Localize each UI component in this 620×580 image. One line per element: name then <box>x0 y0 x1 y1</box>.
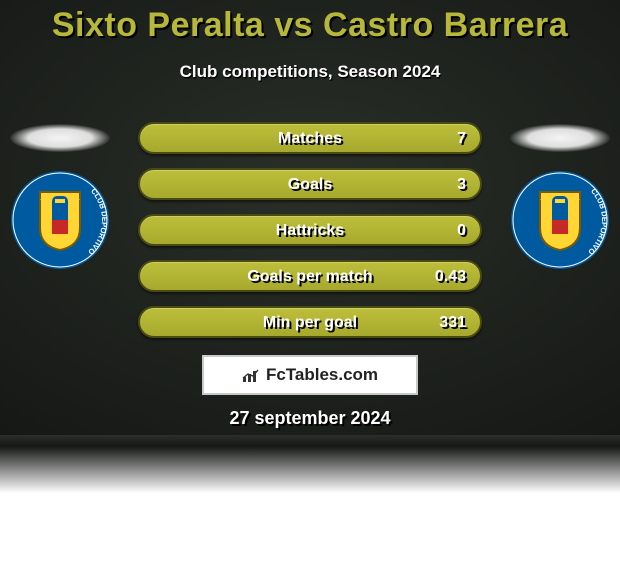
crest-left: CLUB DEPORTIVO <box>10 170 110 270</box>
stat-pill-min_per_goal: Min per goal331 <box>138 306 482 338</box>
stat-rows: Matches7Goals3Hattricks0Goals per match0… <box>138 122 482 352</box>
stat-pill-goals_per_match: Goals per match0.43 <box>138 260 482 292</box>
stat-right-value: 7 <box>457 124 466 152</box>
stat-label: Hattricks <box>140 216 480 244</box>
crest-right: CLUB DEPORTIVO <box>510 170 610 270</box>
date: 27 september 2024 <box>0 408 620 429</box>
content: Sixto Peralta vs Castro Barrera Club com… <box>0 0 620 580</box>
stat-pill-matches: Matches7 <box>138 122 482 154</box>
stat-right-value: 0 <box>457 216 466 244</box>
crest-shadow-left <box>10 124 110 152</box>
stat-label: Goals <box>140 170 480 198</box>
stat-pill-hattricks: Hattricks0 <box>138 214 482 246</box>
watermark-icon <box>242 368 260 382</box>
stat-label: Min per goal <box>140 308 480 336</box>
crest-shadow-right <box>510 124 610 152</box>
stat-right-value: 0.43 <box>435 262 466 290</box>
stat-label: Matches <box>140 124 480 152</box>
comparison-card: Sixto Peralta vs Castro Barrera Club com… <box>0 0 620 580</box>
stat-pill-goals: Goals3 <box>138 168 482 200</box>
watermark-box: FcTables.com <box>202 355 418 395</box>
page-title: Sixto Peralta vs Castro Barrera <box>0 6 620 45</box>
stat-right-value: 3 <box>457 170 466 198</box>
subtitle: Club competitions, Season 2024 <box>0 62 620 82</box>
watermark-text: FcTables.com <box>266 365 378 385</box>
stat-label: Goals per match <box>140 262 480 290</box>
stat-right-value: 331 <box>439 308 466 336</box>
